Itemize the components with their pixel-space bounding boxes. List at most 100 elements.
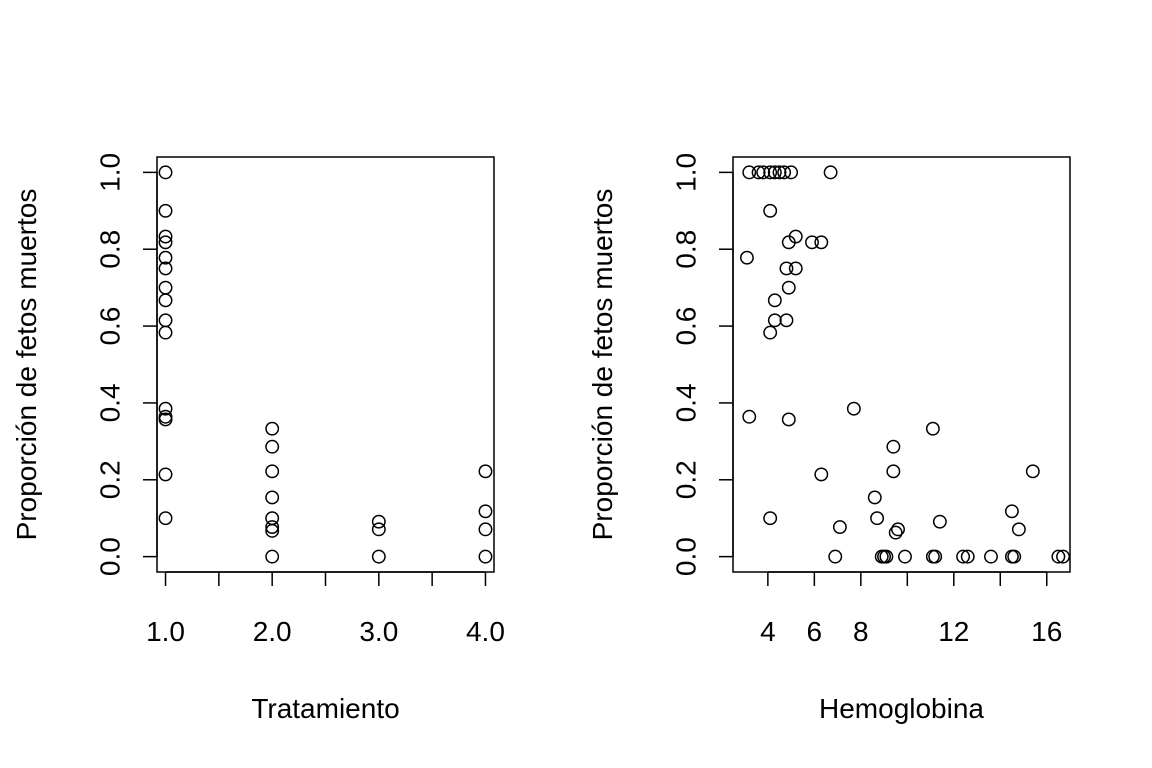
data-point xyxy=(478,522,493,537)
x-axis: 4 6 8 12 16 xyxy=(760,571,1062,647)
data-point xyxy=(478,504,493,519)
y-tick-label: 0.6 xyxy=(95,307,126,346)
data-point xyxy=(763,203,778,218)
y-tick-label: 0.2 xyxy=(671,460,702,499)
data-point xyxy=(478,549,493,564)
data-point xyxy=(867,490,882,505)
data-point xyxy=(751,165,766,180)
data-point xyxy=(756,165,771,180)
data-point xyxy=(767,293,782,308)
y-axis-label: Proporción de fetos muertos xyxy=(587,189,618,541)
data-point xyxy=(763,165,778,180)
data-points xyxy=(739,165,1070,564)
data-point xyxy=(886,464,901,479)
data-point xyxy=(265,439,280,454)
data-point xyxy=(158,401,173,416)
data-point xyxy=(960,549,975,564)
data-point xyxy=(788,261,803,276)
x-tick-label: 1.0 xyxy=(146,616,185,647)
x-axis-label: Tratamiento xyxy=(251,693,399,724)
data-point xyxy=(742,409,757,424)
data-point xyxy=(1025,464,1040,479)
data-point xyxy=(265,490,280,505)
x-tick-label: 4 xyxy=(760,616,776,647)
y-tick-label: 0.0 xyxy=(95,537,126,576)
y-tick-label: 1.0 xyxy=(95,153,126,192)
x-axis-label: Hemoglobina xyxy=(819,693,984,724)
data-point xyxy=(739,250,754,265)
data-point xyxy=(779,261,794,276)
data-point xyxy=(158,203,173,218)
data-point xyxy=(891,522,905,537)
data-point xyxy=(784,165,799,180)
data-point xyxy=(1051,549,1066,564)
x-tick-label: 16 xyxy=(1031,616,1062,647)
data-point xyxy=(832,520,847,534)
data-point xyxy=(265,464,280,479)
x-tick-label: 3.0 xyxy=(359,616,398,647)
data-point xyxy=(886,439,901,454)
x-tick-label: 2.0 xyxy=(253,616,292,647)
data-point xyxy=(781,412,796,427)
data-points xyxy=(158,165,493,564)
y-tick-label: 1.0 xyxy=(671,153,702,192)
data-point xyxy=(898,549,912,564)
data-point xyxy=(879,549,894,564)
data-point xyxy=(932,514,947,529)
x-tick-label: 6 xyxy=(807,616,823,647)
data-point xyxy=(371,522,386,537)
data-point xyxy=(814,467,829,482)
y-tick-label: 0.2 xyxy=(95,460,126,499)
panel-hemoglobina: 4 6 8 12 16 0.0 0.2 0.4 0.6 0.8 1.0 Hemoglobina P… xyxy=(587,153,1071,724)
data-point xyxy=(158,235,173,250)
data-point xyxy=(956,549,971,564)
data-point xyxy=(779,313,794,328)
x-tick-label: 8 xyxy=(853,616,869,647)
data-point xyxy=(265,549,280,564)
data-point xyxy=(478,464,493,479)
data-point xyxy=(777,165,792,180)
data-point xyxy=(925,421,940,436)
data-point xyxy=(888,525,903,540)
data-point xyxy=(828,549,843,564)
data-point xyxy=(767,313,782,328)
data-point xyxy=(763,511,778,526)
data-point xyxy=(870,511,885,526)
data-point xyxy=(823,165,838,180)
data-point xyxy=(928,549,943,564)
y-tick-label: 0.6 xyxy=(671,307,702,346)
data-point xyxy=(984,549,998,564)
data-point xyxy=(158,293,173,308)
data-point xyxy=(158,412,173,427)
data-point xyxy=(1007,549,1022,564)
data-point xyxy=(742,165,757,180)
y-tick-label: 0.8 xyxy=(671,230,702,269)
data-point xyxy=(158,261,173,276)
data-point xyxy=(158,467,173,482)
data-point xyxy=(158,165,173,180)
data-point xyxy=(767,165,782,180)
data-point xyxy=(265,520,280,534)
y-axis-label: Proporción de fetos muertos xyxy=(11,189,42,541)
data-point xyxy=(781,280,796,295)
data-point xyxy=(158,250,173,265)
y-tick-label: 0.8 xyxy=(95,230,126,269)
x-tick-label: 4.0 xyxy=(466,616,505,647)
data-point xyxy=(265,421,280,436)
y-tick-label: 0.4 xyxy=(95,383,126,422)
data-point xyxy=(763,325,778,340)
data-point xyxy=(1056,549,1070,564)
data-point xyxy=(805,235,819,250)
x-axis: 1.0 2.0 3.0 4.0 xyxy=(146,571,505,647)
data-point xyxy=(158,229,173,244)
data-point xyxy=(1004,504,1019,519)
data-point xyxy=(846,401,861,416)
data-point xyxy=(158,511,173,526)
data-point xyxy=(371,549,386,564)
data-point xyxy=(371,514,386,529)
x-tick-label: 12 xyxy=(938,616,969,647)
data-point xyxy=(781,235,796,250)
data-point xyxy=(265,523,280,538)
